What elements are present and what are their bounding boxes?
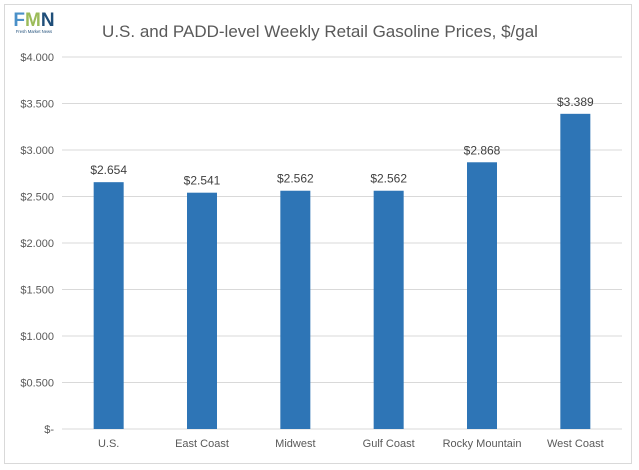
y-tick-label: $3.500: [20, 99, 54, 111]
y-tick-label: $3.000: [20, 145, 54, 157]
bars: [93, 113, 591, 429]
data-label: $2.654: [90, 163, 127, 177]
y-tick-label: $2.500: [20, 192, 54, 204]
bar: [280, 190, 311, 429]
data-label: $3.389: [557, 95, 594, 109]
fmn-logo: FMN Fresh Market News: [7, 8, 61, 35]
bar: [93, 182, 124, 429]
x-tick-label: Gulf Coast: [363, 438, 415, 450]
y-tick-label: $1.000: [20, 331, 54, 343]
x-tick-label: U.S.: [98, 438, 119, 450]
x-tick-label: Rocky Mountain: [443, 438, 522, 450]
y-tick-label: $1.500: [20, 285, 54, 297]
logo-letters: FMN: [13, 10, 54, 31]
x-tick-label: West Coast: [547, 438, 604, 450]
data-label: $2.562: [277, 172, 314, 186]
data-label: $2.562: [370, 172, 407, 186]
data-label: $2.541: [184, 174, 221, 188]
chart-title: U.S. and PADD-level Weekly Retail Gasoli…: [102, 22, 538, 41]
y-tick-label: $2.000: [20, 238, 54, 250]
x-tick-label: Midwest: [275, 438, 315, 450]
y-axis: $- $0.500 $1.000 $1.500 $2.000 $2.500 $3.000 $3…: [20, 52, 54, 436]
gridlines: [62, 56, 622, 430]
logo-caption: Fresh Market News: [16, 29, 52, 34]
x-axis: U.S. East Coast Midwest Gulf Coast Rocky Mou…: [98, 438, 604, 450]
bar: [187, 192, 217, 429]
data-labels: $2.654 $2.541 $2.562 $2.562 $2.868 $3.389: [90, 95, 594, 188]
y-tick-label: $-: [44, 424, 54, 436]
x-tick-label: East Coast: [175, 438, 229, 450]
y-tick-label: $0.500: [20, 378, 54, 390]
bar: [467, 162, 497, 429]
data-label: $2.868: [464, 143, 501, 157]
bar: [373, 190, 404, 429]
bar: [560, 113, 591, 429]
y-tick-label: $4.000: [20, 52, 54, 64]
